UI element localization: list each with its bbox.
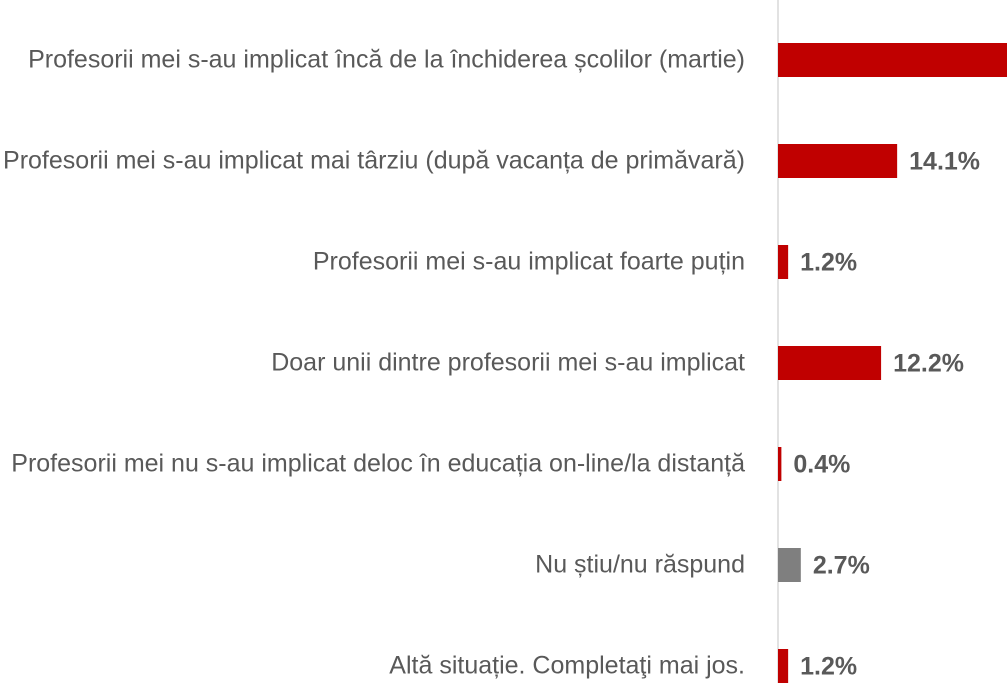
category-label: Profesorii mei s-au implicat încă de la …: [28, 45, 745, 74]
value-label: 14.1%: [909, 148, 980, 176]
category-label: Profesorii mei nu s-au implicat deloc în…: [11, 449, 745, 478]
value-label: 2.7%: [813, 552, 870, 580]
category-label: Profesorii mei s-au implicat mai târziu …: [3, 146, 745, 175]
bar: [778, 447, 782, 481]
value-label: 1.2%: [800, 249, 857, 277]
bar: [778, 245, 789, 279]
category-label: Nu știu/nu răspund: [535, 550, 745, 579]
value-label: 1.2%: [800, 653, 857, 681]
category-label: Doar unii dintre profesorii mei s-au imp…: [271, 348, 745, 377]
bar: [778, 346, 882, 380]
bar: [778, 649, 789, 683]
bar: [778, 548, 801, 582]
category-label: Profesorii mei s-au implicat foarte puți…: [312, 247, 745, 276]
category-label: Altă situație. Completaţi mai jos.: [389, 651, 745, 680]
value-label: 12.2%: [893, 350, 964, 378]
bar: [778, 43, 1007, 77]
value-label: 0.4%: [793, 451, 850, 479]
bar: [778, 144, 898, 178]
